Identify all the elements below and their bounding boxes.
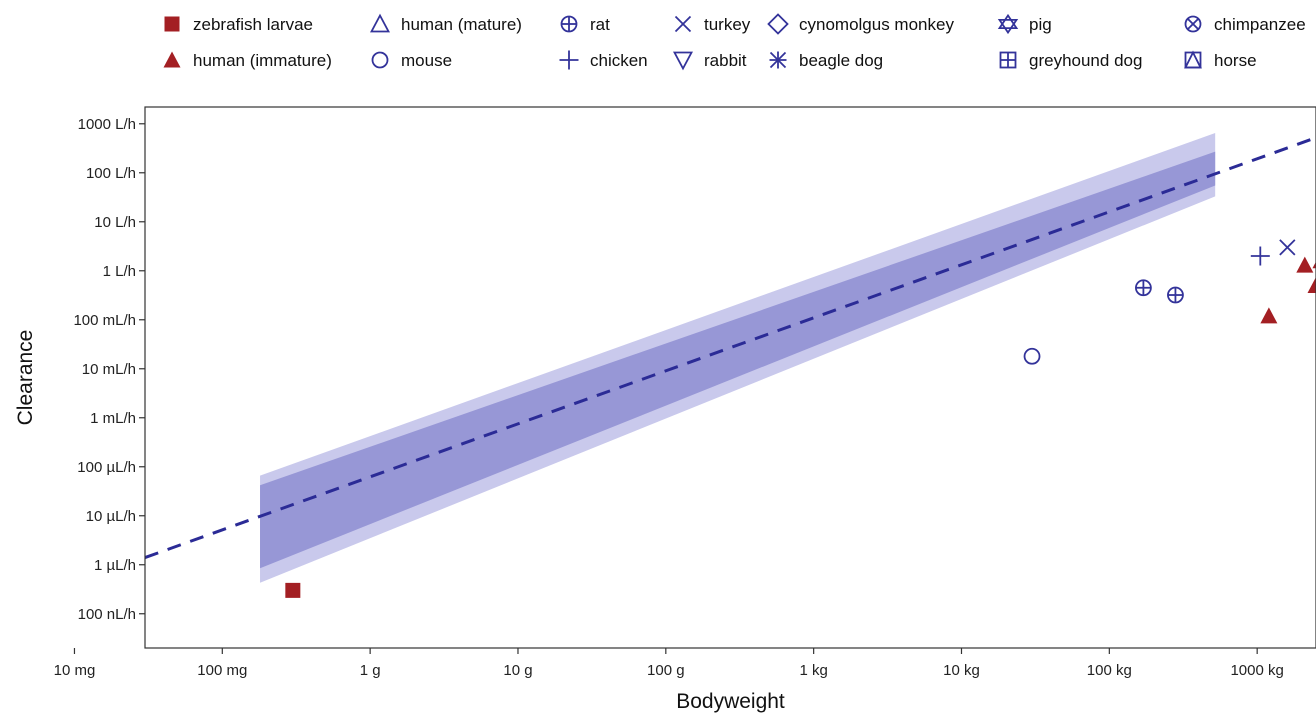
y-tick-label: 1000 L/h [78, 116, 136, 133]
legend-marker-beagle-dog [769, 51, 787, 69]
legend-item-human-immature: human (immature) [163, 51, 332, 70]
y-axis-title: Clearance [14, 330, 37, 426]
y-tick-label: 100 nL/h [78, 606, 136, 623]
legend-item-turkey: turkey [674, 15, 751, 34]
point-human-immature [1307, 277, 1316, 294]
legend-item-pig: pig [997, 13, 1052, 35]
x-tick-label: 1 kg [799, 662, 827, 679]
legend-item-human-mature: human (mature) [370, 13, 522, 34]
legend-label: greyhound dog [1029, 51, 1142, 70]
x-tick-label: 100 kg [1087, 662, 1132, 679]
y-tick-label: 10 L/h [94, 214, 136, 231]
point-human-immature [1296, 256, 1314, 273]
legend-label: human (mature) [401, 15, 522, 34]
legend-label: chimpanzee [1214, 15, 1306, 34]
y-axis: 1000 L/h 100 L/h 10 L/h 1 L/h 100 mL/h 10 mL/… [73, 116, 145, 623]
legend-marker-cynomolgus-monkey [767, 13, 789, 35]
legend-marker-horse [1184, 50, 1202, 69]
x-axis-title: Bodyweight [676, 690, 785, 713]
point-human-immature [1260, 307, 1278, 324]
plot-area [144, 106, 1316, 649]
x-tick-label: 1 g [360, 662, 381, 679]
legend-label: rabbit [704, 51, 747, 70]
legend-marker-chicken [559, 50, 579, 70]
legend: zebrafish larvae human (immature) human (m… [163, 13, 1306, 71]
legend-marker-rat [560, 15, 578, 33]
legend-item-chicken: chicken [559, 50, 648, 70]
legend-item-rat: rat [560, 15, 610, 34]
legend-item-cynomolgus-monkey: cynomolgus monkey [767, 13, 954, 35]
data-points [285, 239, 1316, 598]
point-rat [1135, 279, 1152, 297]
x-tick-label: 10 mg [54, 662, 96, 679]
y-tick-label: 10 µL/h [86, 508, 136, 525]
legend-label: turkey [704, 15, 751, 34]
inner-band [260, 151, 1216, 569]
fit-line-group [144, 136, 1316, 560]
legend-marker-pig [997, 13, 1019, 35]
legend-item-mouse: mouse [371, 51, 452, 70]
legend-label: chicken [590, 51, 648, 70]
legend-marker-human-mature [370, 13, 390, 33]
legend-marker-rabbit [673, 51, 693, 71]
legend-item-horse: horse [1184, 50, 1257, 70]
legend-label: mouse [401, 51, 452, 70]
x-tick-label: 100 mg [197, 662, 247, 679]
legend-item-zebrafish-larvae: zebrafish larvae [164, 15, 313, 34]
confidence-bands [260, 132, 1216, 583]
x-tick-label: 10 g [503, 662, 532, 679]
y-tick-label: 100 L/h [86, 165, 136, 182]
y-tick-label: 1 L/h [103, 263, 136, 280]
legend-marker-turkey [674, 15, 692, 33]
y-tick-label: 10 mL/h [82, 361, 136, 378]
legend-label: horse [1214, 51, 1257, 70]
y-tick-label: 1 mL/h [90, 410, 136, 427]
legend-label: pig [1029, 15, 1052, 34]
y-tick-label: 100 mL/h [73, 312, 136, 329]
legend-marker-greyhound-dog [999, 51, 1017, 69]
legend-item-beagle-dog: beagle dog [769, 51, 883, 70]
legend-item-greyhound-dog: greyhound dog [999, 51, 1142, 70]
x-tick-label: 10 kg [943, 662, 980, 679]
legend-item-rabbit: rabbit [673, 51, 747, 71]
fit-line [144, 136, 1316, 560]
legend-item-chimpanzee: chimpanzee [1184, 15, 1306, 34]
legend-label: rat [590, 15, 610, 34]
legend-marker-mouse [371, 51, 389, 69]
point-chicken [1250, 246, 1270, 266]
point-turkey [1279, 239, 1296, 256]
legend-label: zebrafish larvae [193, 15, 313, 34]
plot-border [144, 106, 1316, 649]
y-tick-label: 100 µL/h [77, 459, 136, 476]
y-tick-label: 1 µL/h [94, 557, 136, 574]
legend-marker-chimpanzee [1184, 15, 1202, 33]
x-tick-label: 100 g [647, 662, 685, 679]
x-tick-label: 1000 kg [1230, 662, 1283, 679]
legend-label: beagle dog [799, 51, 883, 70]
legend-label: human (immature) [193, 51, 332, 70]
point-mouse [1023, 347, 1041, 365]
point-zebrafish-larvae [285, 582, 301, 598]
legend-marker-zebrafish-larvae [164, 16, 180, 32]
legend-label: cynomolgus monkey [799, 15, 954, 34]
point-rat [1167, 286, 1184, 304]
legend-marker-human-immature [163, 51, 181, 68]
